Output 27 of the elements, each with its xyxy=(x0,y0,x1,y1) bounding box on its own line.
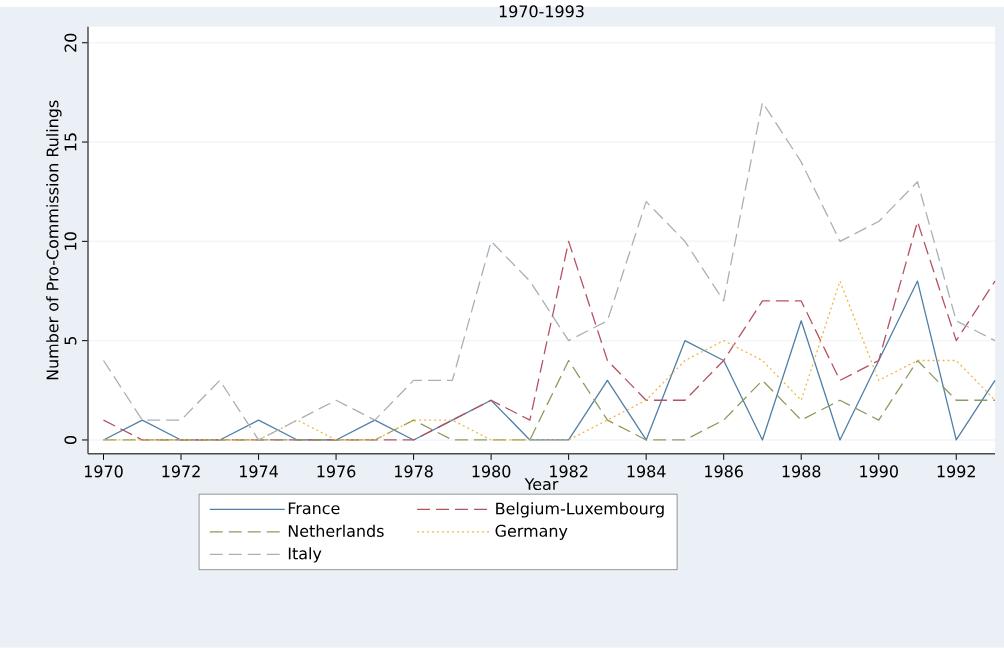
legend-label: Netherlands xyxy=(288,524,384,538)
x-tick-label: 1984 xyxy=(627,465,666,478)
y-axis-title: Number of Pro-Commission Rulings xyxy=(46,100,62,380)
y-tick-label: 5 xyxy=(64,337,77,345)
x-axis-title: Year xyxy=(524,478,559,491)
x-tick-label: 1974 xyxy=(240,465,278,478)
legend-label: Italy xyxy=(288,547,322,563)
line-series xyxy=(102,101,996,441)
legend-label: France xyxy=(288,502,340,515)
y-tick-label: 10 xyxy=(64,232,77,250)
line-series xyxy=(102,280,996,441)
y-tick-label: 0 xyxy=(64,436,77,445)
x-tick-label: 1972 xyxy=(162,465,200,478)
x-tick-label: 1978 xyxy=(395,465,433,478)
y-tick-label: 15 xyxy=(64,133,77,151)
legend-label: Belgium-Luxembourg xyxy=(496,502,664,518)
x-tick-label: 1992 xyxy=(937,465,975,478)
x-tick-label: 1976 xyxy=(317,465,356,478)
x-tick-label: 1970 xyxy=(84,465,123,478)
y-tick-label: 20 xyxy=(64,33,77,52)
x-tick-label: 1986 xyxy=(705,465,743,478)
x-tick-label: 1980 xyxy=(472,465,511,478)
x-tick-label: 1982 xyxy=(550,465,588,478)
x-tick-label: 1990 xyxy=(860,465,898,478)
chart-title: 1970-1993 xyxy=(499,5,584,18)
legend-label: Germany xyxy=(495,524,568,541)
x-tick-label: 1988 xyxy=(782,465,821,478)
